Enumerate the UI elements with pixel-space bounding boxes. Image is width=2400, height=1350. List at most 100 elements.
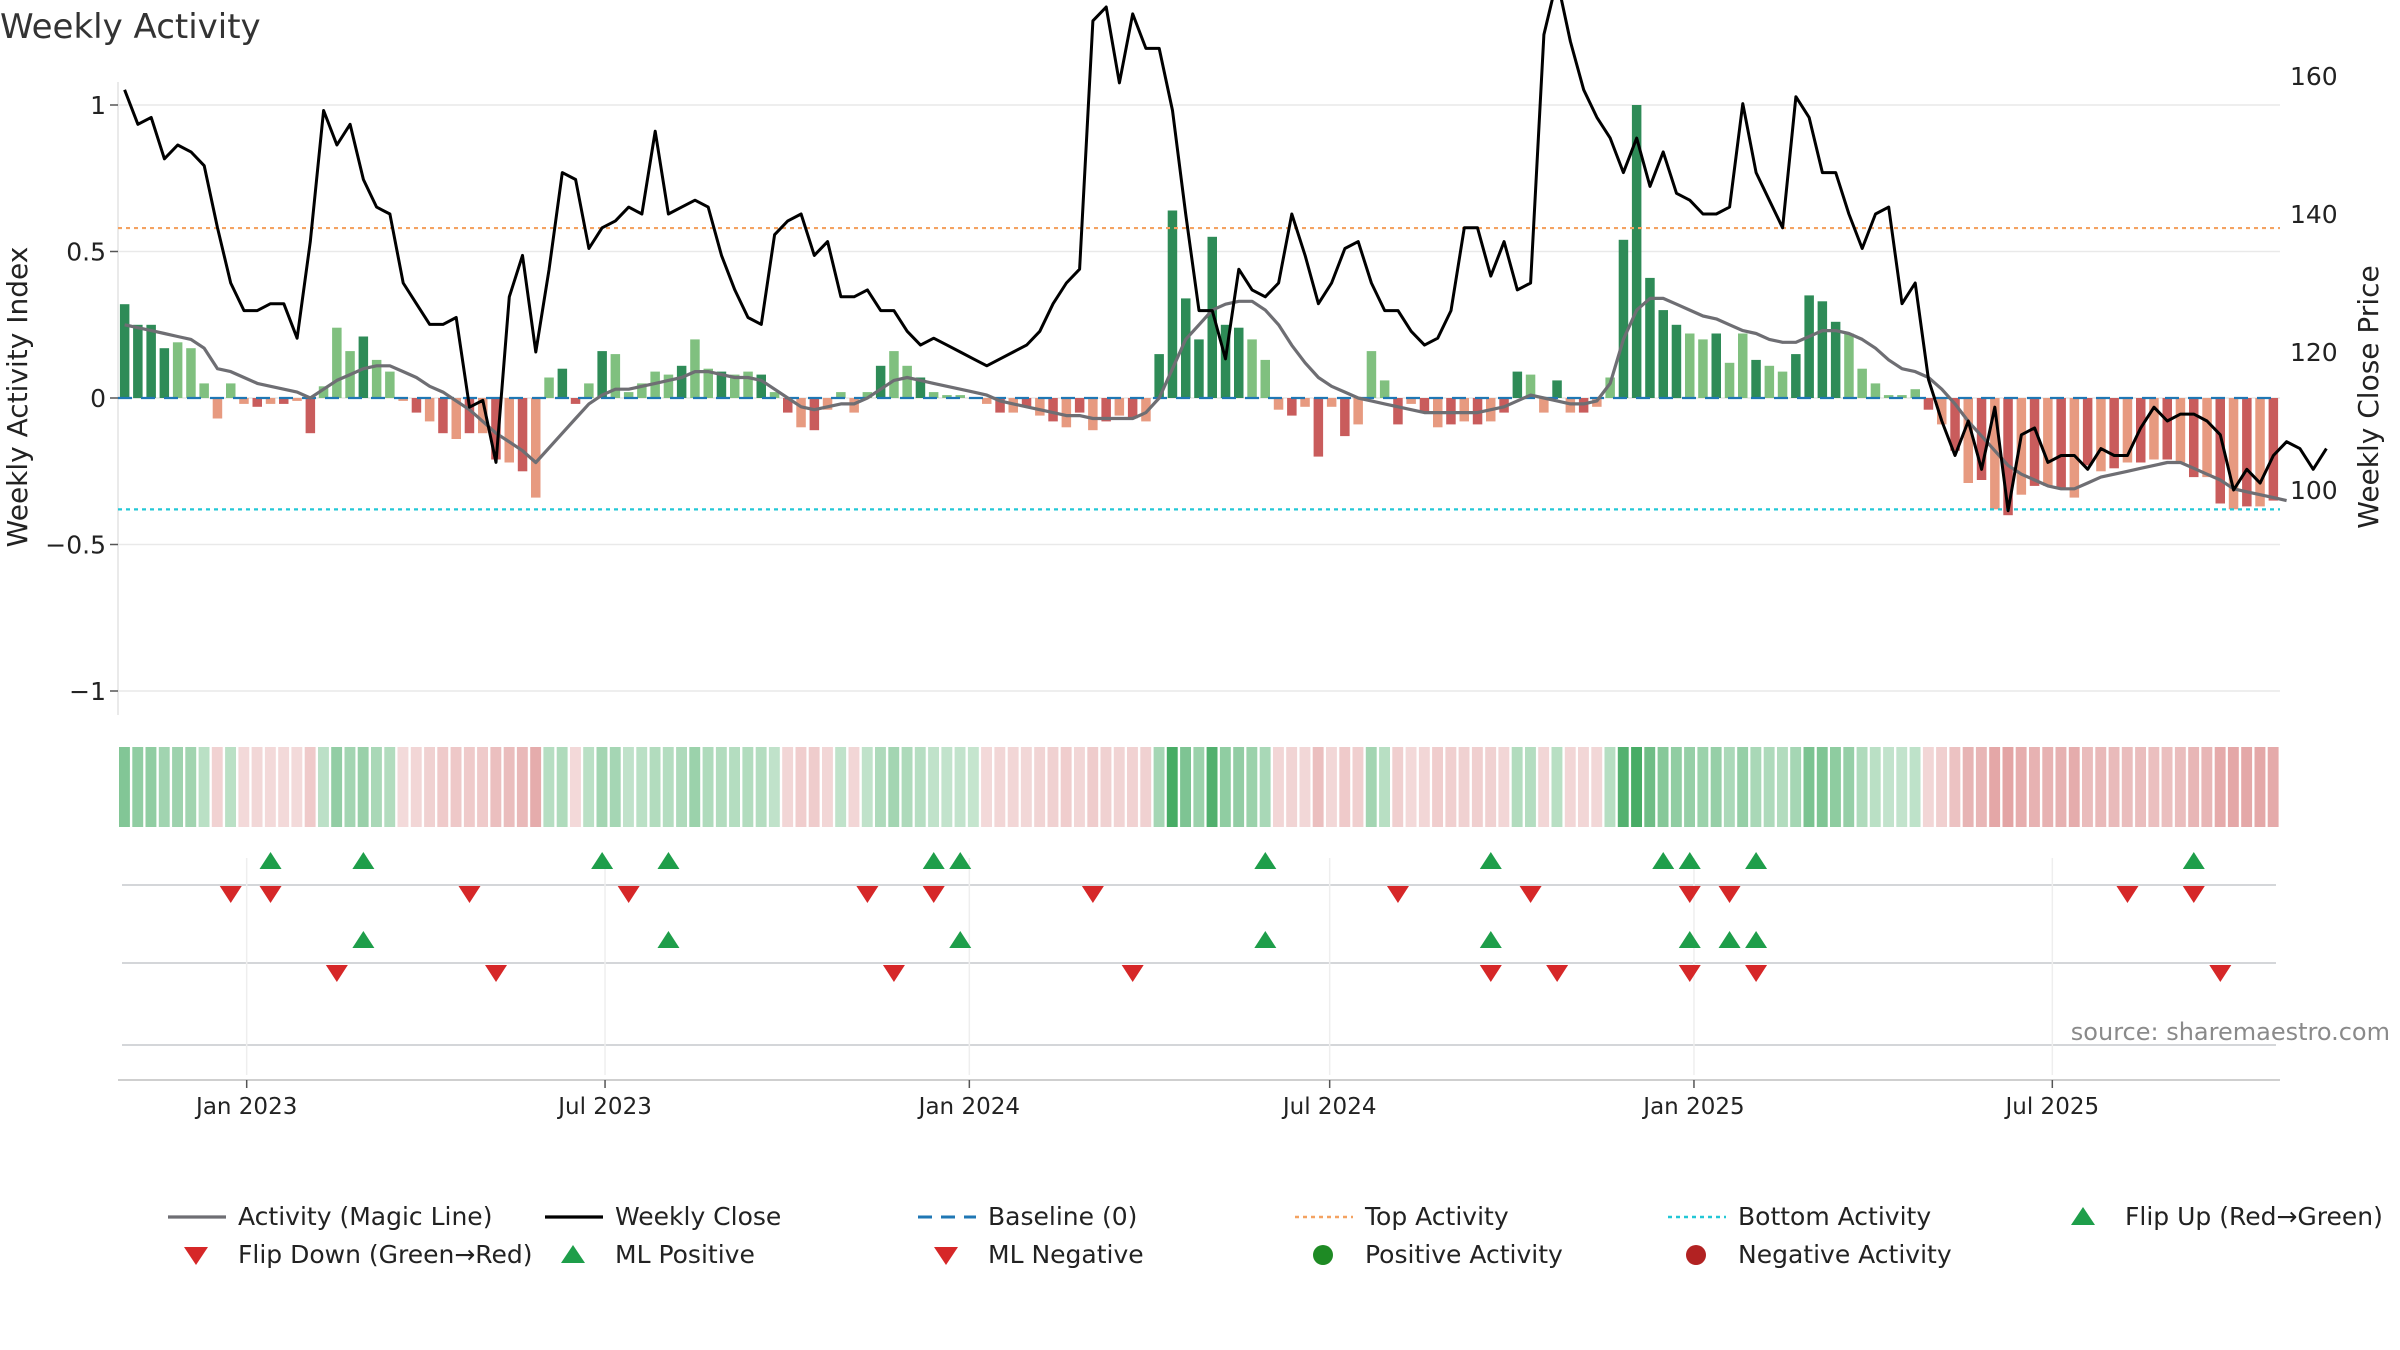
source-credit: source: sharemaestro.com [2071, 1018, 2390, 1046]
activity-bar [226, 383, 236, 398]
heat-cell [1007, 747, 1019, 827]
activity-bar [1340, 398, 1350, 437]
heat-cell [941, 747, 953, 827]
ml-positive-marker [949, 931, 972, 948]
heat-cell [1909, 747, 1921, 827]
activity-bar [716, 371, 727, 398]
activity-bar [1021, 398, 1032, 407]
heat-cell [357, 747, 369, 827]
ml-negative-marker [2209, 965, 2232, 982]
heat-cell [1432, 747, 1443, 827]
activity-bar [544, 377, 554, 398]
heat-cell [861, 747, 873, 827]
legend-swatch [2071, 1207, 2095, 1225]
heat-cell [2254, 747, 2266, 827]
activity-bar [995, 398, 1005, 413]
activity-bar [2268, 398, 2279, 501]
activity-bars [119, 105, 2279, 516]
activity-bar [146, 324, 156, 399]
flip-up-marker [2182, 852, 2205, 869]
activity-bar [1870, 383, 1881, 398]
heat-cell [1790, 747, 1802, 827]
legend-label: Flip Up (Red→Green) [2125, 1202, 2383, 1231]
heat-cell [649, 747, 661, 827]
activity-bar [1088, 398, 1098, 431]
activity-bar [2082, 398, 2093, 466]
activity-bar [424, 398, 435, 422]
heat-cell [516, 747, 528, 827]
heat-cell [1074, 747, 1085, 827]
heat-cell [2148, 747, 2160, 827]
activity-bar [570, 398, 581, 404]
heat-cell [1777, 747, 1788, 827]
heat-cell [1485, 747, 1497, 827]
activity-bar [1273, 398, 1284, 410]
activity-heat-strip [119, 747, 2279, 827]
activity-bar [1976, 398, 1987, 480]
legend-swatch [184, 1247, 208, 1265]
heat-cell [1246, 747, 1258, 827]
activity-bar [385, 371, 395, 398]
heat-cell [1710, 747, 1722, 827]
activity-bar [1061, 398, 1072, 428]
activity-bar [1406, 398, 1416, 404]
heat-cell [1936, 747, 1947, 827]
legend-swatch [1686, 1245, 1706, 1265]
activity-bar [504, 398, 514, 463]
left-axis-ticks: 1 0.5 0 −0.5 −1 [45, 91, 118, 706]
activity-bar [1990, 398, 2000, 510]
activity-bar [889, 351, 899, 398]
ml-positive-marker [1718, 931, 1741, 948]
heat-cell [2095, 747, 2107, 827]
heat-cell [583, 747, 595, 827]
activity-bar [557, 368, 568, 398]
reference-lines [118, 226, 2280, 511]
activity-bar [1645, 277, 1655, 398]
heat-cell [1418, 747, 1430, 827]
activity-bar [1950, 398, 1960, 451]
flip-down-marker [1718, 886, 1741, 903]
activity-bar [2162, 398, 2172, 460]
heat-cell [1883, 747, 1894, 827]
flip-up-marker [949, 852, 972, 869]
heat-cell [1697, 747, 1709, 827]
activity-bar [2029, 398, 2040, 486]
heat-cell [1060, 747, 1072, 827]
heat-cell [954, 747, 966, 827]
activity-bar [133, 324, 143, 399]
activity-bar [186, 348, 196, 398]
heat-cell [331, 747, 343, 827]
heat-cell [1657, 747, 1669, 827]
left-tick-label: 1 [90, 91, 106, 120]
heat-cell [1206, 747, 1218, 827]
activity-bar [2242, 398, 2252, 507]
activity-bar [318, 386, 329, 398]
activity-bar [928, 392, 939, 398]
heat-cell [1564, 747, 1576, 827]
legend-item: Flip Down (Green→Red) [184, 1240, 533, 1269]
activity-bar [2016, 398, 2027, 495]
activity-bar [2228, 398, 2239, 510]
activity-bar [1154, 354, 1164, 398]
heat-cell [1670, 747, 1682, 827]
heat-cell [2082, 747, 2093, 827]
activity-bar [517, 398, 528, 472]
activity-bar [1127, 398, 1138, 419]
activity-bar [676, 365, 687, 398]
activity-bar [1300, 398, 1310, 407]
right-axis-ticks: 160 140 120 100 [2290, 62, 2338, 505]
activity-bar [1035, 398, 1045, 416]
activity-bar [690, 339, 700, 398]
activity-bar [1260, 359, 1270, 398]
heat-cell [225, 747, 236, 827]
flip-down-marker [1519, 886, 1542, 903]
heat-cell [715, 747, 727, 827]
y-axis-label-right: Weekly Close Price [2352, 265, 2385, 528]
heat-cell [2042, 747, 2054, 827]
ml-negative-marker [1678, 965, 1701, 982]
activity-bar [159, 348, 170, 398]
activity-bar [623, 392, 634, 398]
heat-cell [901, 747, 913, 827]
activity-bar [531, 398, 541, 498]
activity-bar [1937, 398, 1947, 425]
